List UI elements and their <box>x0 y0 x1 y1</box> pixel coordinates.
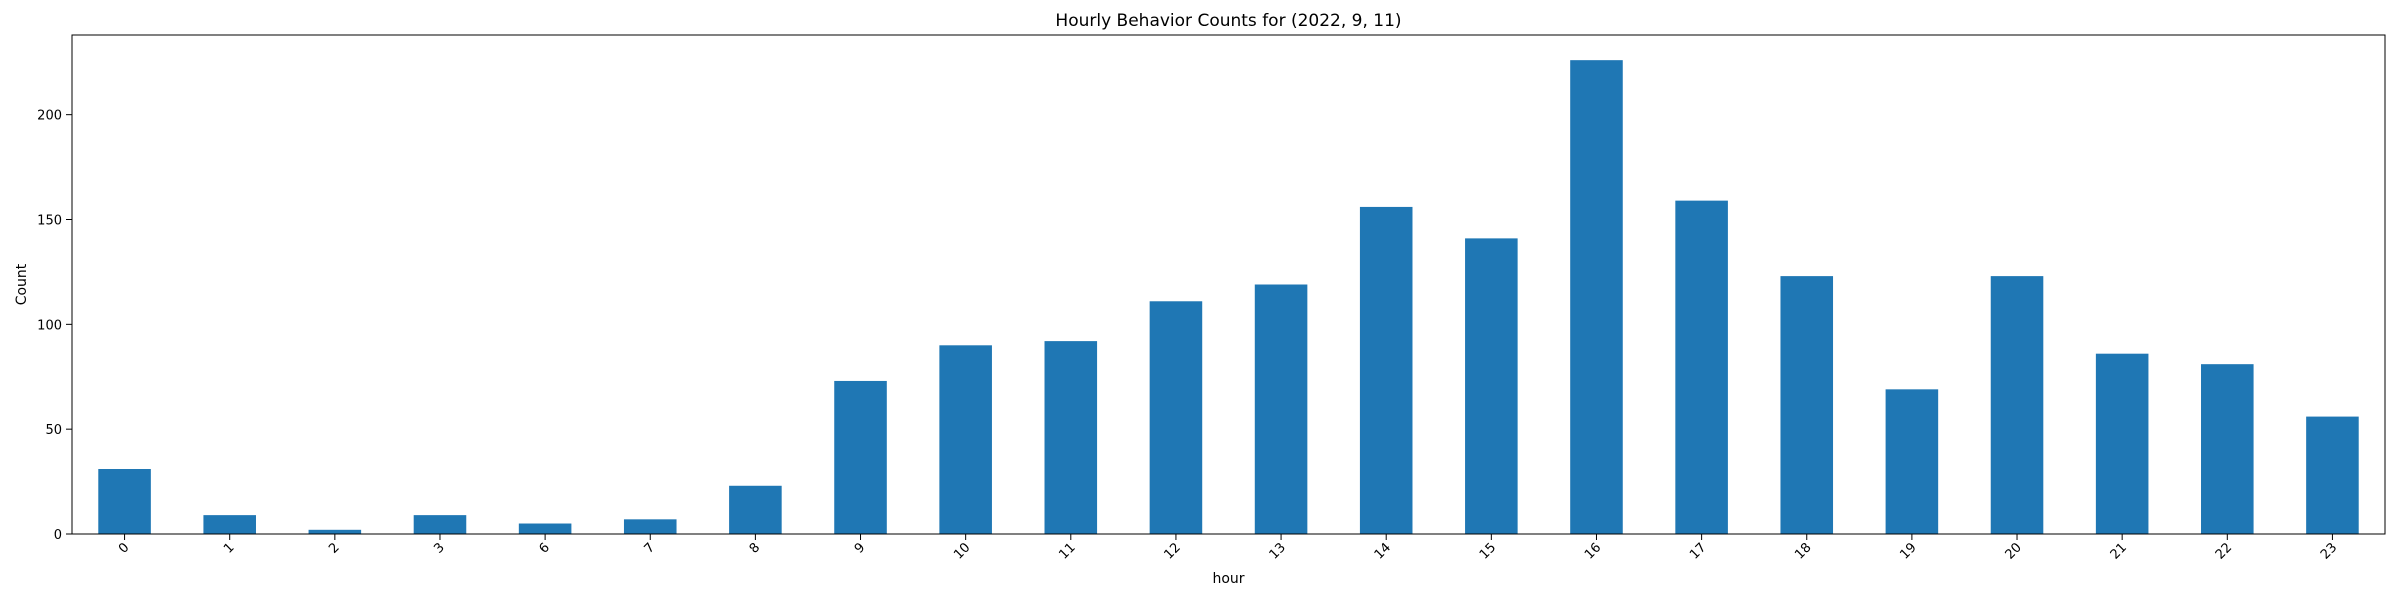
bar-hour-23 <box>2306 416 2359 534</box>
bar-hour-20 <box>1990 276 2044 534</box>
x-axis-label: hour <box>1212 571 1244 587</box>
x-tick-label: 0 <box>116 540 132 556</box>
x-tick-label: 12 <box>1161 540 1183 562</box>
x-tick-label: 8 <box>747 540 763 556</box>
x-axis: 0 1 2 3 6 7 8 9 10 11 12 13 14 15 16 17 18 19 20 21 22 23 <box>116 534 2340 563</box>
bar-hour-2 <box>308 529 362 534</box>
x-tick-label: 18 <box>1792 540 1814 562</box>
y-tick-label: 0 <box>54 528 62 543</box>
y-axis: 0 50 100 150 200 <box>37 109 72 543</box>
plot-frame <box>71 34 2386 535</box>
bar-hour-6 <box>518 523 572 534</box>
x-tick-label: 2 <box>326 540 342 556</box>
y-tick-label: 150 <box>37 214 62 229</box>
x-tick-label: 9 <box>852 540 868 556</box>
bar-hour-11 <box>1044 341 1098 534</box>
bar-hour-7 <box>623 519 677 534</box>
y-tick-label: 100 <box>37 318 62 333</box>
x-tick-label: 15 <box>1477 540 1499 562</box>
bar-hour-3 <box>413 515 467 534</box>
bar-hour-19 <box>1885 389 1939 534</box>
bar-hour-12 <box>1149 301 1203 534</box>
y-tick-label: 200 <box>37 109 62 124</box>
bar-hour-8 <box>729 485 782 534</box>
x-tick-label: 1 <box>221 540 237 556</box>
y-tick-label: 50 <box>45 423 62 438</box>
y-axis-label: Count <box>14 263 30 305</box>
bar-hour-22 <box>2201 364 2254 534</box>
bar-hour-1 <box>203 515 256 534</box>
bar-hour-21 <box>2095 353 2149 534</box>
x-tick-label: 7 <box>642 540 658 556</box>
bar-hour-17 <box>1675 200 1728 534</box>
bar-hour-18 <box>1780 276 1834 534</box>
bar-hour-10 <box>939 345 992 534</box>
x-tick-label: 16 <box>1582 540 1604 562</box>
x-tick-label: 11 <box>1056 540 1078 562</box>
bar-hour-16 <box>1570 60 1623 534</box>
x-tick-label: 14 <box>1372 540 1394 562</box>
bar-hour-14 <box>1359 206 1413 534</box>
bar-hour-13 <box>1254 284 1308 534</box>
x-tick-label: 19 <box>1897 540 1919 562</box>
x-tick-label: 23 <box>2318 540 2340 562</box>
bar-hour-0 <box>98 469 151 534</box>
x-tick-label: 6 <box>536 540 552 556</box>
x-tick-label: 10 <box>951 540 973 562</box>
x-tick-label: 17 <box>1687 540 1709 562</box>
x-tick-label: 21 <box>2108 540 2130 562</box>
x-tick-label: 13 <box>1267 540 1289 562</box>
bars-layer <box>98 60 2359 534</box>
bar-hour-9 <box>834 380 887 534</box>
x-tick-label: 3 <box>431 540 447 556</box>
bar-hour-15 <box>1465 238 1518 534</box>
chart-title: Hourly Behavior Counts for (2022, 9, 11) <box>1055 11 1401 31</box>
x-tick-label: 20 <box>2003 540 2025 562</box>
x-tick-label: 22 <box>2213 540 2235 562</box>
